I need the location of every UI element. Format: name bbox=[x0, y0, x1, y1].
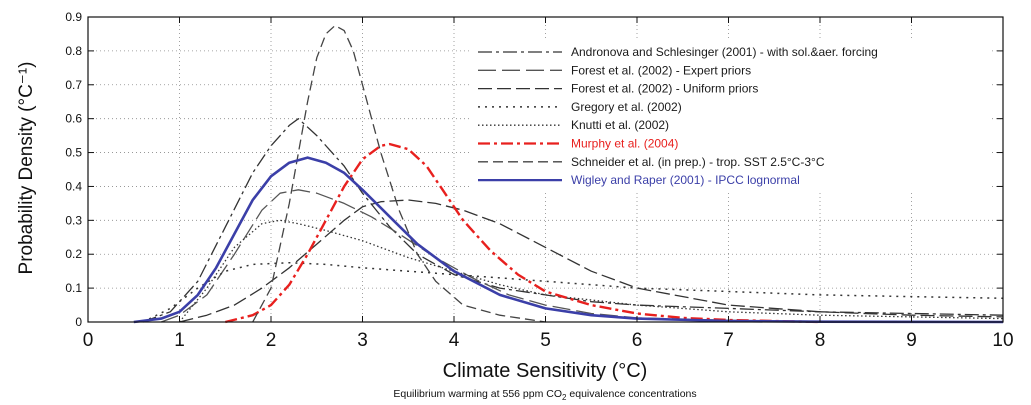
axes: 0 1 2 3 4 5 6 7 8 9 10 0 0.1 0.2 0.3 0.4 0.5 0.6 0.7 0.8 0.9 bbox=[65, 10, 1013, 351]
y-tick-label: 0.5 bbox=[65, 146, 82, 160]
legend-label-8: Wigley and Raper (2001) - IPCC lognormal bbox=[571, 173, 800, 187]
x-tick-label: 0 bbox=[83, 330, 94, 351]
legend-label-4: Gregory et al. (2002) bbox=[571, 100, 682, 114]
series-line-1 bbox=[142, 118, 1004, 323]
y-tick-label: 0.6 bbox=[65, 112, 82, 126]
y-tick-label: 0 bbox=[75, 315, 82, 329]
x-tick-label: 8 bbox=[815, 330, 826, 351]
legend-label-1: Andronova and Schlesinger (2001) - with … bbox=[571, 45, 878, 59]
series-lines bbox=[133, 24, 1004, 324]
x-tick-label: 5 bbox=[540, 330, 551, 351]
y-tick-label: 0.1 bbox=[65, 281, 82, 295]
legend-label-3: Forest et al. (2002) - Uniform priors bbox=[571, 82, 758, 96]
y-tick-label: 0.4 bbox=[65, 179, 82, 193]
y-tick-label: 0.2 bbox=[65, 247, 82, 261]
x-axis-title: Climate Sensitivity (°C) bbox=[443, 360, 648, 382]
x-tick-label: 1 bbox=[174, 330, 185, 351]
legend: Andronova and Schlesinger (2001) - with … bbox=[470, 40, 990, 193]
legend-label-5: Knutti et al. (2002) bbox=[571, 118, 669, 132]
legend-background bbox=[470, 40, 990, 193]
legend-label-7: Schneider et al. (in prep.) - trop. SST … bbox=[571, 155, 825, 169]
x-tick-label: 10 bbox=[992, 330, 1013, 351]
x-tick-label: 4 bbox=[449, 330, 460, 351]
x-tick-label: 6 bbox=[632, 330, 643, 351]
x-tick-label: 9 bbox=[906, 330, 917, 351]
x-tick-label: 7 bbox=[723, 330, 734, 351]
x-tick-label: 3 bbox=[357, 330, 368, 351]
y-tick-label: 0.3 bbox=[65, 213, 82, 227]
legend-label-6: Murphy et al. (2004) bbox=[571, 137, 678, 151]
caption-main: Equilibrium warming at 556 ppm CO bbox=[393, 388, 562, 400]
caption-rest: equivalence concentrations bbox=[566, 388, 696, 400]
series-line-8 bbox=[133, 156, 1004, 324]
x-tick-label: 2 bbox=[266, 330, 277, 351]
y-tick-label: 0.8 bbox=[65, 44, 82, 58]
series-line-4 bbox=[142, 261, 1004, 323]
series-line-3 bbox=[179, 199, 1004, 323]
caption-subscript: 2 bbox=[562, 393, 567, 402]
series-line-7 bbox=[252, 24, 546, 323]
series-line-6 bbox=[225, 142, 821, 324]
series-line-5 bbox=[178, 219, 1004, 323]
legend-label-2: Forest et al. (2002) - Expert priors bbox=[571, 63, 751, 77]
y-tick-label: 0.9 bbox=[65, 10, 82, 24]
y-axis-title: Probability Density (°C⁻¹) bbox=[16, 62, 37, 275]
y-tick-label: 0.7 bbox=[65, 78, 82, 92]
caption: Equilibrium warming at 556 ppm CO2 equiv… bbox=[393, 388, 696, 402]
